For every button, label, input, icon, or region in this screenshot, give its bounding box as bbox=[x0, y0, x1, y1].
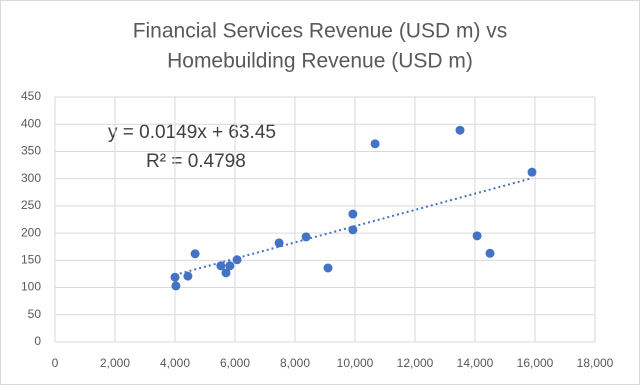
x-tick-label: 14,000 bbox=[457, 356, 494, 370]
y-tick-label: 250 bbox=[21, 198, 41, 212]
point bbox=[170, 272, 180, 282]
point bbox=[225, 261, 235, 271]
y-tick-label: 150 bbox=[21, 253, 41, 267]
point bbox=[190, 249, 200, 259]
point bbox=[485, 248, 495, 258]
y-tick-label: 400 bbox=[21, 116, 41, 130]
point bbox=[527, 167, 537, 177]
point bbox=[183, 271, 193, 281]
y-tick-label: 300 bbox=[21, 171, 41, 185]
point bbox=[216, 261, 226, 271]
x-tick-label: 10,000 bbox=[337, 356, 374, 370]
point bbox=[455, 125, 465, 135]
point bbox=[348, 225, 358, 235]
x-tick-label: 12,000 bbox=[397, 356, 434, 370]
x-tick-label: 8,000 bbox=[280, 356, 310, 370]
y-tick-label: 0 bbox=[34, 334, 41, 348]
y-tick-label: 100 bbox=[21, 280, 41, 294]
point bbox=[323, 263, 333, 273]
point bbox=[232, 255, 242, 265]
point bbox=[274, 238, 284, 248]
x-tick-label: 4,000 bbox=[160, 356, 190, 370]
x-tick-label: 18,000 bbox=[577, 356, 614, 370]
y-tick-label: 350 bbox=[21, 144, 41, 158]
trend-equation: y = 0.0149x + 63.45 bbox=[108, 122, 276, 143]
x-tick-label: 0 bbox=[52, 356, 59, 370]
x-tick-label: 16,000 bbox=[517, 356, 554, 370]
y-tick-label: 50 bbox=[28, 307, 42, 321]
point bbox=[370, 139, 380, 149]
x-tick-label: 2,000 bbox=[100, 356, 130, 370]
x-tick-label: 6,000 bbox=[220, 356, 250, 370]
point bbox=[348, 209, 358, 219]
point bbox=[221, 268, 231, 278]
chart-title: Financial Services Revenue (USD m) vs bbox=[133, 20, 508, 43]
y-tick-label: 450 bbox=[21, 89, 41, 103]
trend-r-squared: R² = 0.4798 bbox=[146, 151, 246, 172]
y-tick-label: 200 bbox=[21, 225, 41, 239]
point bbox=[301, 232, 311, 242]
point bbox=[472, 231, 482, 241]
chart-title: Homebuilding Revenue (USD m) bbox=[167, 50, 473, 73]
point bbox=[171, 281, 181, 291]
